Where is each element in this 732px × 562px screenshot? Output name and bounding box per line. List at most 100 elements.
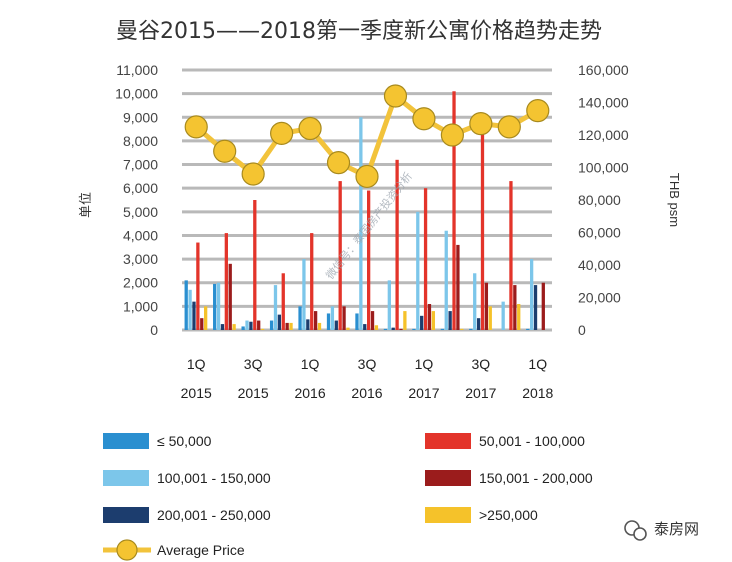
left-axis-tick-label: 8,000 <box>123 133 158 149</box>
bar <box>387 280 391 330</box>
bar <box>367 190 371 330</box>
left-axis-tick-label: 0 <box>150 322 158 338</box>
legend-swatch <box>103 433 149 449</box>
bar <box>249 321 253 330</box>
x-tick-label: 2016 <box>351 385 382 401</box>
bar <box>370 311 375 330</box>
average-price-point <box>526 99 550 123</box>
right-axis-ticks: 0 20,000 40,000 60,000 80,000 100,000 120,000 1… <box>578 62 629 338</box>
average-price-line-group <box>184 84 550 189</box>
bar <box>440 328 445 330</box>
bar <box>245 320 249 330</box>
bar <box>281 273 285 330</box>
average-price-point <box>440 123 464 147</box>
bar <box>529 259 534 330</box>
bar <box>188 289 192 330</box>
legend-label: 100,001 - 150,000 <box>157 470 271 486</box>
legend-swatch <box>425 470 471 486</box>
bar <box>273 285 278 330</box>
bar <box>484 282 489 330</box>
bar <box>526 328 530 330</box>
bar <box>374 325 379 330</box>
x-tick-label: 1Q <box>528 356 547 372</box>
x-tick-label: 3Q <box>244 356 263 372</box>
left-axis-tick-label: 9,000 <box>123 109 158 125</box>
average-price-point <box>241 162 265 186</box>
bar <box>391 327 395 330</box>
bar <box>427 304 432 330</box>
bar <box>416 211 420 330</box>
bar <box>517 304 521 330</box>
average-price-point <box>383 84 408 108</box>
bar <box>200 318 204 330</box>
right-axis-tick-label: 80,000 <box>578 192 621 208</box>
right-axis-tick-label: 120,000 <box>578 127 629 143</box>
average-price-point <box>469 112 493 136</box>
average-price-point <box>326 151 351 175</box>
bar <box>216 282 221 330</box>
right-axis-tick-label: 20,000 <box>578 290 621 306</box>
x-tick-label: 2015 <box>181 385 212 401</box>
bar <box>448 311 452 330</box>
bar <box>289 322 293 330</box>
bar <box>196 242 200 330</box>
legend-swatch <box>425 507 471 523</box>
legend-marker <box>116 539 138 561</box>
bar <box>228 263 232 330</box>
x-tick-label: 3Q <box>358 356 377 372</box>
bar <box>241 326 245 330</box>
bar <box>338 181 342 330</box>
bar <box>232 324 236 330</box>
right-axis-tick-label: 160,000 <box>578 62 629 78</box>
x-tick-label: 1Q <box>301 356 320 372</box>
left-axis-tick-label: 1,000 <box>123 298 158 314</box>
bar <box>302 259 306 330</box>
bar <box>444 230 448 330</box>
average-price-point <box>213 139 237 163</box>
x-tick-label: 1Q <box>187 356 206 372</box>
bar <box>456 244 460 330</box>
left-axis-tick-label: 4,000 <box>123 227 158 243</box>
x-tick-label: 2015 <box>238 385 269 401</box>
legend-swatch <box>103 470 149 486</box>
bar-series-group <box>184 91 545 330</box>
x-tick-label: 2017 <box>408 385 439 401</box>
bar <box>423 188 428 330</box>
right-axis-tick-label: 140,000 <box>578 95 629 111</box>
legend-label: 150,001 - 200,000 <box>479 470 593 486</box>
left-axis-tick-label: 6,000 <box>123 180 158 196</box>
left-axis-label: 单位 <box>78 192 93 218</box>
right-axis-tick-label: 0 <box>578 322 586 338</box>
bar <box>313 311 318 330</box>
bar <box>383 328 388 330</box>
x-tick-label: 2016 <box>294 385 325 401</box>
chart-title: 曼谷2015——2018第一季度新公寓价格趋势走势 <box>116 19 602 44</box>
x-axis-ticks: 1Q 2015 3Q 2015 1Q 2016 3Q 2016 1Q 2017 3Q 2017 1Q 20… <box>181 356 554 401</box>
bar <box>213 283 217 330</box>
bar <box>473 273 477 330</box>
legend-label: ≤ 50,000 <box>157 433 212 449</box>
average-price-point <box>355 164 379 189</box>
bar <box>257 320 261 330</box>
bar <box>359 117 363 330</box>
legend-swatch <box>425 433 471 449</box>
bar <box>298 306 302 330</box>
bar <box>224 233 228 330</box>
bar <box>192 301 196 330</box>
legend-label: 200,001 - 250,000 <box>157 507 271 523</box>
x-tick-label: 2017 <box>465 385 496 401</box>
bar <box>355 313 359 330</box>
brand-logo: 泰房网 <box>624 520 699 541</box>
bar <box>431 311 435 330</box>
bar <box>184 280 188 330</box>
bar <box>204 306 208 330</box>
bar <box>541 282 545 330</box>
average-price-point <box>497 115 521 139</box>
brand-text: 泰房网 <box>654 521 699 538</box>
bar <box>330 306 335 330</box>
bar <box>509 181 513 330</box>
right-axis-tick-label: 40,000 <box>578 257 621 273</box>
bar <box>395 159 399 330</box>
right-axis-tick-label: 100,000 <box>578 160 629 176</box>
